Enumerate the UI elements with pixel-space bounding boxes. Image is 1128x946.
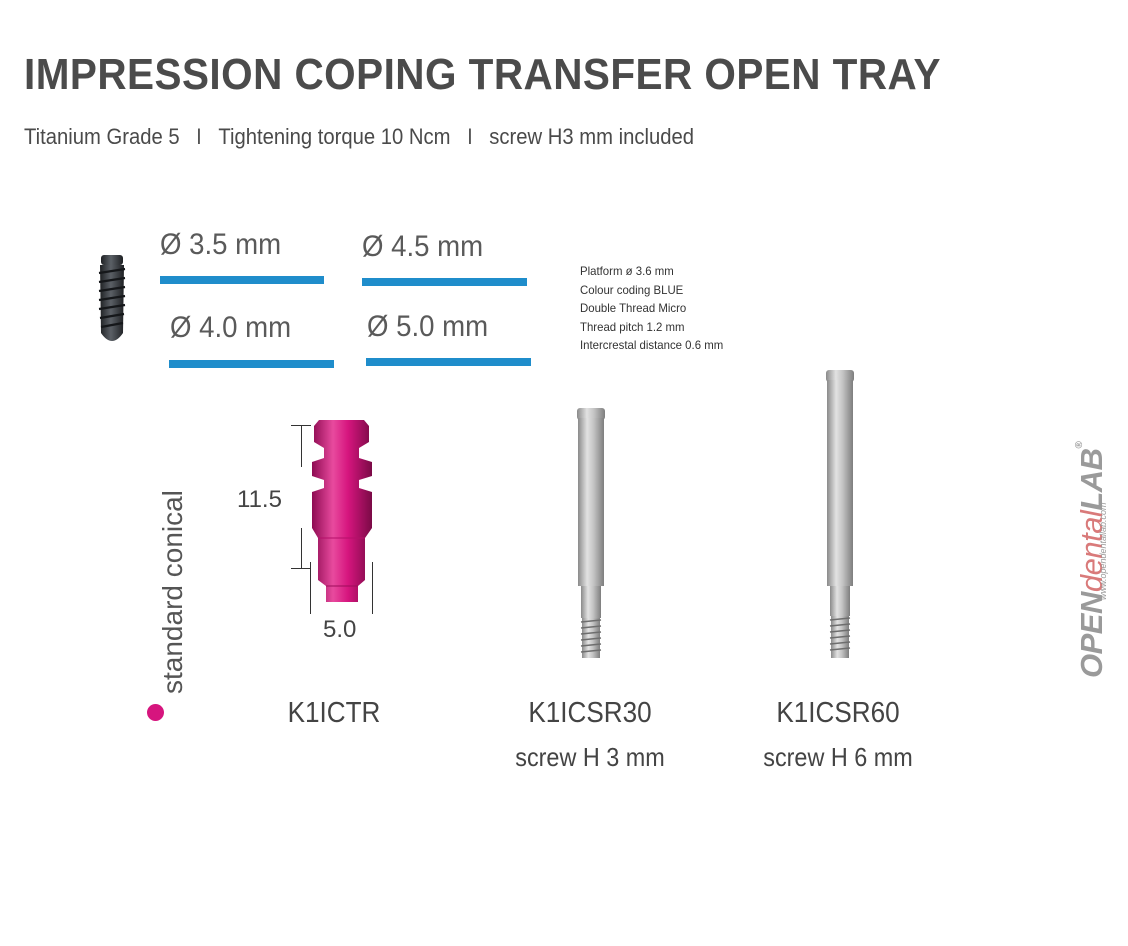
dimension-tick: [291, 568, 311, 569]
diameter-label: Ø 3.5 mm: [160, 228, 282, 261]
screw-h3-image: [577, 408, 605, 658]
spec-torque: Tightening torque 10 Ncm: [218, 124, 451, 149]
implant-icon: [98, 255, 126, 341]
spec-screw: screw H3 mm included: [489, 124, 694, 149]
product-code: K1ICSR60: [776, 697, 900, 729]
screw-h6-image: [826, 370, 854, 658]
width-dimension: 5.0: [323, 616, 357, 643]
dimension-line: [301, 528, 302, 568]
spec-material: Titanium Grade 5: [24, 124, 180, 149]
product-subtitle: screw H 3 mm: [515, 742, 665, 772]
product-subtitle: screw H 6 mm: [763, 742, 913, 772]
category-dot: [147, 704, 164, 721]
diameter-bar: [160, 276, 324, 284]
product-code: K1ICTR: [287, 697, 381, 729]
diameter-label: Ø 4.0 mm: [170, 311, 292, 344]
note-line: Colour coding BLUE: [580, 282, 684, 297]
spec-separator: I: [196, 124, 202, 149]
page-title: IMPRESSION COPING TRANSFER OPEN TRAY: [24, 50, 941, 99]
spec-separator: I: [467, 124, 473, 149]
product-code: K1ICSR30: [528, 697, 652, 729]
category-label: standard conical: [157, 490, 188, 694]
brand-open: OPEN: [1074, 592, 1109, 678]
note-line: Platform ø 3.6 mm: [580, 264, 674, 278]
diameter-bar: [169, 360, 334, 368]
diameter-bar: [362, 278, 527, 286]
note-line: Thread pitch 1.2 mm: [580, 319, 685, 334]
diameter-label: Ø 4.5 mm: [362, 230, 484, 263]
brand-registered: ®: [1074, 441, 1085, 449]
brand-url: www.opendentallab.com: [1098, 502, 1108, 600]
diameter-bar: [366, 358, 531, 366]
dimension-line: [372, 562, 373, 614]
dimension-line: [301, 425, 302, 467]
platform-notes: Platform ø 3.6 mm Colour coding BLUE Dou…: [580, 262, 731, 355]
dimension-line: [310, 562, 311, 614]
specs-line: Titanium Grade 5 I Tightening torque 10 Nc…: [24, 124, 694, 150]
impression-coping-image: [312, 420, 372, 602]
note-line: Intercrestal distance 0.6 mm: [580, 338, 724, 352]
note-line: Double Thread Micro: [580, 301, 687, 315]
height-dimension: 11.5: [237, 486, 282, 513]
diameter-label: Ø 5.0 mm: [367, 310, 489, 343]
